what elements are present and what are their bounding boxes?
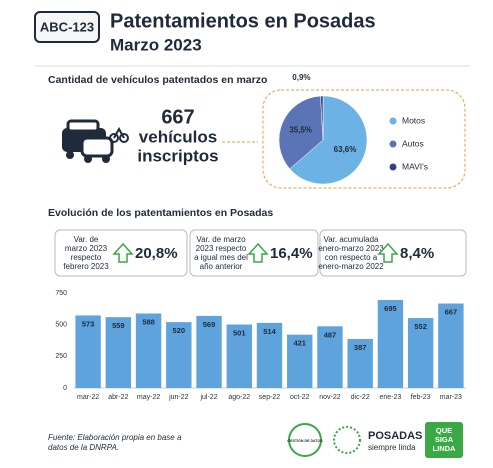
data-label: 514 <box>263 327 276 336</box>
source: Fuente: Elaboración propia en base a <box>48 433 182 442</box>
logo-3: LINDA <box>433 444 456 453</box>
bar <box>135 313 162 388</box>
variation-label: con respecto a <box>325 253 378 262</box>
bar <box>407 318 434 388</box>
pie-label: 0,9% <box>292 73 310 82</box>
variation-label: 2023 respecto <box>196 244 247 253</box>
vehicles-icon <box>62 119 129 163</box>
variation-value: 20,8% <box>135 245 178 262</box>
x-tick-label: abr-22 <box>108 394 128 401</box>
data-label: 695 <box>384 304 397 313</box>
variation-label: a igual mes del <box>194 253 248 262</box>
data-label: 667 <box>445 307 458 316</box>
data-label: 387 <box>354 343 367 352</box>
data-label: 487 <box>324 330 337 339</box>
pie-label: 35,5% <box>289 126 312 135</box>
pie-slice <box>320 95 324 141</box>
variation-box <box>189 229 319 277</box>
variation-value: 8,4% <box>400 245 434 262</box>
y-tick-label: 0 <box>63 385 67 392</box>
x-tick-label: oct-22 <box>290 394 310 401</box>
logo-3-box <box>425 422 463 458</box>
variation-label: Var. de <box>74 235 99 244</box>
legend-label: Motos <box>402 115 425 125</box>
data-label: 552 <box>414 322 427 331</box>
bar <box>105 317 132 388</box>
data-label: 520 <box>173 326 186 335</box>
y-tick-label: 500 <box>55 322 67 329</box>
pie-slice <box>278 95 324 170</box>
x-tick-label: jun-22 <box>168 394 189 401</box>
x-tick-label: ene-23 <box>380 394 402 401</box>
x-tick-label: feb-23 <box>411 394 431 401</box>
bar <box>196 315 222 388</box>
data-label: 421 <box>293 339 306 348</box>
variation-label: enero-marzo 2022 <box>318 262 384 271</box>
up-arrow <box>112 242 134 263</box>
variation-label: Var. de marzo <box>196 235 246 244</box>
variation-label: marzo 2023 <box>65 244 108 253</box>
x-tick-label: mar-23 <box>440 394 462 401</box>
variation-label: respecto <box>71 253 102 262</box>
variation-label: Var. acumulada <box>324 235 380 244</box>
variation-box <box>54 229 188 277</box>
logo-2: POSADAS <box>368 430 422 442</box>
data-label: 588 <box>142 318 155 327</box>
variation-label: año anterior <box>200 262 243 271</box>
pie-slice <box>289 95 368 185</box>
x-tick-label: sep-22 <box>259 394 281 401</box>
bar <box>166 322 192 388</box>
subtitle: Marzo 2023 <box>110 35 202 54</box>
data-label: 573 <box>82 319 95 328</box>
bar <box>287 334 313 388</box>
y-tick-label: 250 <box>55 353 67 360</box>
x-tick-label: jul-22 <box>199 394 217 401</box>
bar <box>226 324 252 388</box>
badge-text: ABC-123 <box>40 19 94 34</box>
up-arrow <box>247 242 269 263</box>
source: datos de la DNRPA. <box>48 443 119 452</box>
logo-mark <box>333 426 361 454</box>
logo-circle <box>288 423 322 457</box>
data-label: 569 <box>203 320 216 329</box>
x-tick-label: may-22 <box>137 394 160 401</box>
section-title: Cantidad de vehículos patentados en marz… <box>48 74 267 86</box>
logo-2-sub: siempre linda <box>368 443 416 452</box>
badge <box>34 11 100 43</box>
title: Patentamientos en Posadas <box>110 10 376 32</box>
legend-swatch <box>389 140 397 148</box>
bar <box>75 315 101 388</box>
y-tick-label: 750 <box>55 290 67 297</box>
up-arrow <box>377 242 399 263</box>
pie-label: 63,6% <box>334 145 357 154</box>
data-label: 559 <box>112 321 125 330</box>
logo-3: SIGA <box>435 435 454 444</box>
data-label: 501 <box>233 329 246 338</box>
x-tick-label: mar-22 <box>77 394 99 401</box>
summary-label: inscriptos <box>137 146 218 165</box>
legend-swatch <box>389 117 397 125</box>
variation-label: enero-marzo 2023 <box>318 244 384 253</box>
logo-1: GESTIÓN DE DATOS <box>287 438 323 443</box>
legend-swatch <box>389 163 397 171</box>
section-title: Evolución de los patentamientos en Posad… <box>48 207 273 219</box>
x-tick-label: nov-22 <box>319 394 341 401</box>
legend-label: Autos <box>402 138 424 148</box>
summary-value: 667 <box>161 106 194 128</box>
x-tick-label: dic-22 <box>351 394 370 401</box>
bar <box>256 322 283 388</box>
bar <box>438 303 464 388</box>
bar <box>347 338 373 388</box>
bar <box>377 299 404 388</box>
logo-3: QUE <box>436 426 452 435</box>
x-tick-label: ago-22 <box>228 394 250 401</box>
variation-value: 16,4% <box>270 245 313 262</box>
summary-label: vehículos <box>139 127 217 146</box>
legend-label: MAVI's <box>402 161 428 171</box>
variation-box <box>319 229 467 277</box>
variation-label: febrero 2023 <box>63 262 109 271</box>
bar <box>317 326 343 388</box>
